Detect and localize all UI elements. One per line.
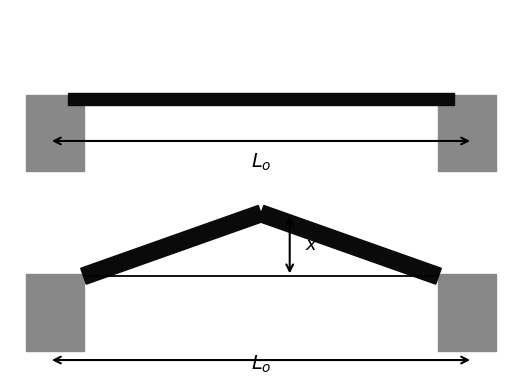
Bar (438, 274, 496, 351)
Polygon shape (258, 205, 441, 284)
Polygon shape (81, 205, 264, 284)
Bar (438, 95, 496, 171)
Text: $L_o$: $L_o$ (251, 354, 271, 375)
Bar (26, 274, 84, 351)
Bar (26, 95, 84, 171)
Text: $L_o$: $L_o$ (251, 151, 271, 173)
Text: $x$: $x$ (305, 235, 318, 254)
Bar (68, 93, 454, 105)
